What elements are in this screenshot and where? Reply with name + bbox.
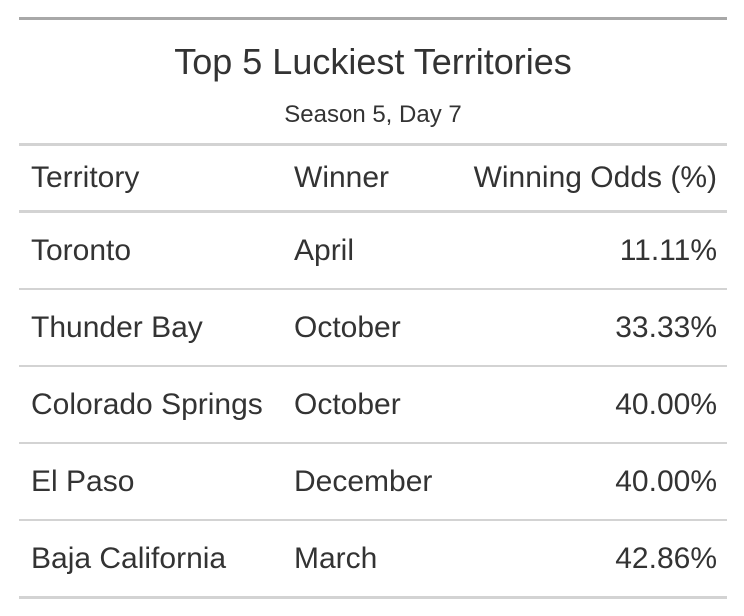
column-headings-row: Territory Winner Winning Odds (%) <box>19 146 727 210</box>
cell-winner: March <box>294 541 378 575</box>
table-row: Thunder Bay October 33.33% <box>19 290 727 365</box>
cell-odds: 11.11% <box>619 233 717 267</box>
table-header: Top 5 Luckiest Territories Season 5, Day… <box>19 20 727 143</box>
column-heading-winner: Winner <box>294 161 390 194</box>
cell-territory: El Paso <box>31 464 135 498</box>
cell-odds: 33.33% <box>615 310 717 344</box>
cell-winner: December <box>294 464 433 498</box>
table-row: Colorado Springs October 40.00% <box>19 367 727 442</box>
row-divider <box>19 288 727 290</box>
row-divider <box>19 442 727 444</box>
cell-winner: April <box>294 233 355 267</box>
column-heading-winning-odds: Winning Odds (%) <box>473 161 717 194</box>
data-table: Top 5 Luckiest Territories Season 5, Day… <box>19 17 727 599</box>
cell-winner: October <box>294 387 401 421</box>
cell-winner: October <box>294 310 401 344</box>
table-title: Top 5 Luckiest Territories <box>174 41 572 82</box>
cell-odds: 40.00% <box>615 387 717 421</box>
column-heading-territory: Territory <box>31 161 140 194</box>
row-divider <box>19 519 727 521</box>
cell-odds: 40.00% <box>615 464 717 498</box>
top-border <box>19 17 727 20</box>
cell-territory: Colorado Springs <box>31 387 263 421</box>
row-divider <box>19 365 727 367</box>
table-row: El Paso December 40.00% <box>19 444 727 519</box>
table-row: Baja California March 42.86% <box>19 521 727 596</box>
header-divider <box>19 143 727 146</box>
cell-territory: Thunder Bay <box>31 310 203 344</box>
table-row: Toronto April 11.11% <box>19 213 727 288</box>
column-headings-divider <box>19 210 727 213</box>
bottom-border <box>19 596 727 599</box>
cell-territory: Baja California <box>31 541 227 575</box>
cell-territory: Toronto <box>31 233 132 267</box>
cell-odds: 42.86% <box>615 541 717 575</box>
table-subtitle: Season 5, Day 7 <box>284 101 462 128</box>
